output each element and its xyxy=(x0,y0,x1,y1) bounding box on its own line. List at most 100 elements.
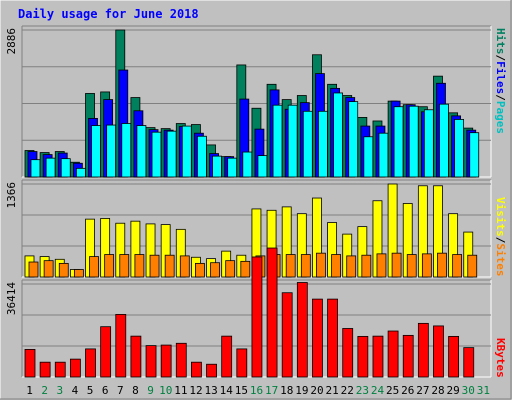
legend-visits-sites: Visits/Sites xyxy=(494,197,507,277)
bar-kbytes-day-15 xyxy=(236,348,248,378)
bar-pages-day-27 xyxy=(423,109,434,178)
bar-kbytes-day-16 xyxy=(251,256,263,378)
bar-kbytes-day-30 xyxy=(463,347,475,378)
bar-sites-day-6 xyxy=(104,254,115,278)
bar-pages-day-8 xyxy=(136,125,147,178)
bar-pages-day-23 xyxy=(363,136,374,178)
x-tick-label: 24 xyxy=(371,384,385,397)
bar-pages-day-19 xyxy=(302,110,313,178)
bar-kbytes-day-24 xyxy=(372,335,384,378)
bar-pages-day-17 xyxy=(272,104,283,178)
bar-kbytes-day-19 xyxy=(296,282,308,378)
bar-sites-day-23 xyxy=(361,254,372,278)
bar-pages-day-15 xyxy=(242,151,253,178)
bar-kbytes-day-5 xyxy=(85,348,96,378)
bar-kbytes-day-23 xyxy=(357,335,369,378)
bar-pages-day-5 xyxy=(91,125,101,178)
bar-pages-day-13 xyxy=(212,155,222,178)
legend-pages-files-hits: Hits/Files/Pages xyxy=(494,28,507,134)
x-tick-label: 4 xyxy=(72,384,79,397)
bar-sites-day-11 xyxy=(179,255,190,278)
y-max-label: 36414 xyxy=(5,282,18,315)
bar-kbytes-day-1 xyxy=(24,349,36,378)
x-tick-label: 5 xyxy=(87,384,94,397)
x-tick-label: 29 xyxy=(447,384,460,397)
bar-kbytes-day-7 xyxy=(115,314,127,378)
x-tick-label: 30 xyxy=(462,384,475,397)
bar-pages-day-1 xyxy=(30,159,41,178)
bar-pages-day-26 xyxy=(408,105,419,178)
x-tick-label: 15 xyxy=(235,384,248,397)
bar-sites-day-20 xyxy=(316,252,326,278)
bar-kbytes-day-20 xyxy=(312,298,323,378)
x-tick-label: 21 xyxy=(326,384,339,397)
bar-pages-day-30 xyxy=(469,132,480,178)
bar-pages-day-14 xyxy=(227,157,238,178)
bar-sites-day-30 xyxy=(467,254,478,278)
bar-kbytes-day-29 xyxy=(448,335,460,378)
panel-kbytes: 36414 KBytes xyxy=(5,247,507,378)
bar-sites-day-8 xyxy=(134,254,145,278)
y-max-label: 2886 xyxy=(5,28,18,55)
bar-pages-day-3 xyxy=(60,158,71,178)
x-tick-label: 12 xyxy=(189,384,202,397)
x-axis-labels: 1 2 3 4 5 6 7 8 9 10 11 12 13 14 15 16 17 18 19 20 21 22 23 24 2… xyxy=(26,384,490,397)
bar-kbytes-day-28 xyxy=(433,325,444,378)
bar-sites-day-1 xyxy=(28,261,39,278)
x-tick-label: 8 xyxy=(132,384,139,397)
bar-sites-day-26 xyxy=(406,254,417,278)
bar-pages-day-18 xyxy=(287,104,298,178)
panel-pages-files-hits: 2886 Hits/Files/Pages xyxy=(5,25,507,178)
bar-pages-day-7 xyxy=(121,123,132,178)
bar-kbytes-day-12 xyxy=(191,361,202,378)
x-tick-label: 26 xyxy=(401,384,414,397)
x-tick-label: 20 xyxy=(310,384,323,397)
bar-sites-day-4 xyxy=(73,269,84,278)
bar-pages-day-24 xyxy=(378,132,389,178)
bar-sites-day-3 xyxy=(58,262,69,278)
bar-sites-day-13 xyxy=(210,262,220,278)
bar-kbytes-day-4 xyxy=(69,358,81,378)
bar-kbytes-day-13 xyxy=(206,363,217,378)
bar-pages-day-28 xyxy=(439,103,449,178)
bar-sites-day-29 xyxy=(452,254,463,278)
bar-sites-day-10 xyxy=(164,254,175,278)
bar-kbytes-day-21 xyxy=(327,298,338,378)
legend-label-files: Files xyxy=(494,61,507,94)
bar-sites-day-7 xyxy=(119,254,130,278)
bar-kbytes-day-25 xyxy=(387,330,399,378)
bar-pages-day-20 xyxy=(318,110,328,178)
bar-sites-day-24 xyxy=(376,253,387,278)
bar-pages-day-11 xyxy=(181,125,192,178)
bar-pages-day-12 xyxy=(197,135,207,178)
bar-sites-day-14 xyxy=(225,260,236,278)
legend-label-visits: Visits xyxy=(494,197,507,237)
x-tick-label: 6 xyxy=(102,384,109,397)
bar-pages-day-22 xyxy=(348,101,359,178)
bar-sites-day-12 xyxy=(195,262,205,278)
bar-kbytes-day-2 xyxy=(39,361,51,378)
bar-sites-day-28 xyxy=(437,252,447,278)
bar-pages-day-29 xyxy=(454,119,465,178)
legend-label-pages: Pages xyxy=(494,101,507,134)
x-tick-label: 9 xyxy=(147,384,154,397)
x-tick-label: 28 xyxy=(431,384,444,397)
x-tick-label: 10 xyxy=(159,384,172,397)
x-tick-label: 14 xyxy=(220,384,234,397)
x-tick-label: 3 xyxy=(57,384,64,397)
bar-kbytes-day-3 xyxy=(54,361,66,378)
x-tick-label: 31 xyxy=(477,384,490,397)
bar-kbytes-day-11 xyxy=(175,342,187,378)
chart-title: Daily usage for June 2018 xyxy=(18,7,199,21)
x-tick-label: 18 xyxy=(280,384,293,397)
bar-kbytes-day-22 xyxy=(342,328,354,378)
x-tick-label: 19 xyxy=(295,384,308,397)
legend-label-hits: Hits xyxy=(494,28,507,55)
x-tick-label: 2 xyxy=(41,384,48,397)
bar-sites-day-25 xyxy=(391,252,402,278)
bar-pages-day-9 xyxy=(151,131,162,178)
x-tick-label: 25 xyxy=(386,384,399,397)
bar-sites-day-27 xyxy=(421,253,432,278)
bar-pages-day-16 xyxy=(257,155,268,178)
x-tick-label: 27 xyxy=(416,384,429,397)
